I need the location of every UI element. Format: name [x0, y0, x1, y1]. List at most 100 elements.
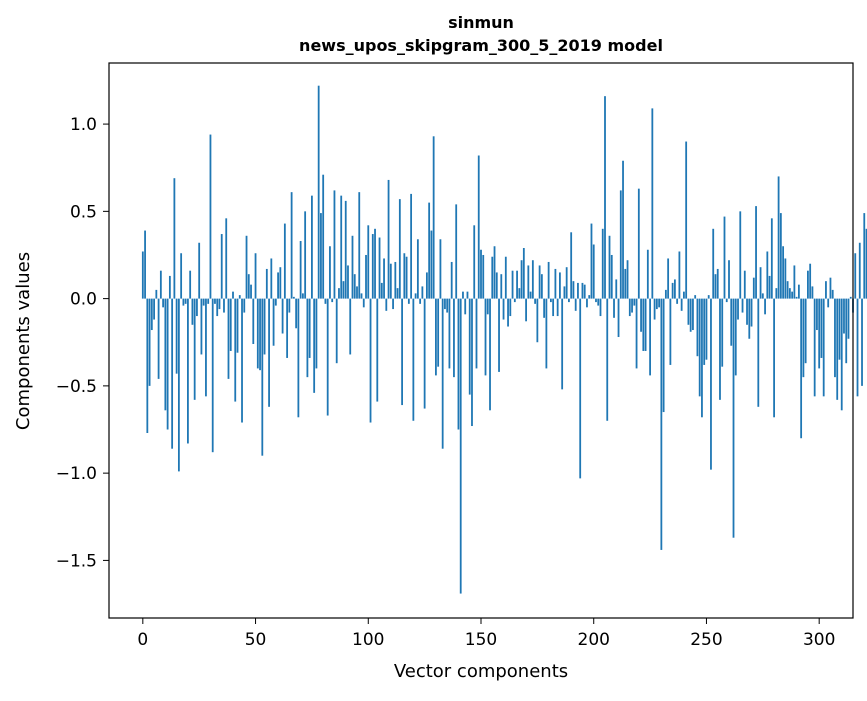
- bar: [297, 298, 300, 418]
- bar: [480, 249, 482, 299]
- bar: [184, 298, 187, 304]
- bar: [495, 272, 498, 299]
- bar: [150, 298, 153, 331]
- bar: [498, 298, 500, 372]
- bar: [193, 298, 196, 400]
- bar: [218, 298, 221, 310]
- bar: [694, 295, 697, 299]
- bar: [660, 298, 663, 550]
- x-tick-label: 250: [690, 630, 722, 650]
- bar: [710, 298, 712, 470]
- bar: [599, 298, 602, 317]
- bar: [220, 234, 223, 299]
- plot-area-frame: [108, 62, 854, 619]
- y-axis-ticks: −1.5 −1.0 −0.5 0.0 0.5 1.0: [56, 115, 109, 571]
- bar: [229, 298, 232, 351]
- bar: [148, 298, 151, 386]
- bar: [637, 188, 640, 299]
- bar: [522, 248, 525, 299]
- bar: [617, 298, 620, 338]
- bar: [423, 298, 426, 409]
- bar: [471, 298, 473, 427]
- bar: [811, 286, 814, 299]
- bar: [516, 270, 518, 299]
- bar: [820, 298, 823, 358]
- bar: [144, 230, 146, 299]
- bar: [644, 298, 647, 351]
- bar: [748, 298, 751, 339]
- bar: [696, 298, 699, 357]
- bar: [791, 291, 794, 299]
- bar: [613, 298, 615, 318]
- bar: [565, 267, 568, 299]
- bar: [166, 298, 169, 430]
- bar: [358, 192, 361, 299]
- bar: [719, 298, 721, 400]
- bar: [450, 261, 453, 299]
- bar: [389, 263, 392, 299]
- bar: [295, 298, 298, 329]
- bar: [500, 274, 503, 299]
- bar: [252, 298, 255, 344]
- bar: [556, 298, 559, 317]
- bar: [329, 246, 331, 299]
- bar: [245, 235, 248, 299]
- bar: [283, 223, 286, 299]
- bar: [723, 216, 726, 299]
- bar: [818, 298, 821, 369]
- bar: [595, 298, 597, 303]
- bar: [141, 251, 144, 299]
- bar: [827, 298, 830, 308]
- bar: [705, 298, 708, 360]
- bar: [698, 298, 701, 397]
- bar: [385, 298, 388, 311]
- bar: [608, 235, 611, 299]
- bar: [209, 134, 212, 299]
- bar: [216, 298, 219, 317]
- bar: [509, 298, 512, 317]
- bar: [360, 293, 363, 299]
- bar: [308, 298, 311, 358]
- bar: [622, 160, 624, 299]
- bar: [439, 239, 442, 299]
- bar: [687, 298, 690, 325]
- bar: [380, 282, 383, 299]
- bar: [588, 295, 591, 299]
- bar: [775, 288, 778, 299]
- bar: [761, 293, 764, 299]
- bar: [804, 298, 807, 364]
- x-tick-label: 0: [137, 630, 148, 650]
- bar: [543, 298, 546, 318]
- bar: [561, 298, 564, 390]
- bar: [410, 193, 413, 299]
- bar: [545, 298, 548, 369]
- bar: [504, 256, 507, 299]
- bar: [635, 298, 638, 369]
- bar: [786, 281, 789, 299]
- bar: [829, 277, 832, 299]
- y-tick-label: 0.5: [70, 202, 97, 222]
- bar: [764, 298, 766, 315]
- bars-layer: [141, 85, 867, 594]
- bar: [840, 298, 843, 411]
- bar: [466, 291, 469, 299]
- bar: [250, 284, 252, 299]
- bar: [707, 295, 710, 299]
- bar: [847, 298, 850, 339]
- bar: [453, 298, 455, 378]
- bar: [371, 234, 374, 299]
- bar: [793, 265, 796, 299]
- bar: [356, 286, 358, 299]
- bar: [191, 298, 194, 325]
- bar: [549, 298, 552, 303]
- bar: [322, 174, 325, 299]
- bar: [531, 260, 534, 299]
- x-axis-label: Vector components: [394, 661, 568, 682]
- bar: [421, 286, 424, 299]
- bar: [444, 298, 446, 310]
- bar: [205, 298, 207, 397]
- y-tick-label: −1.5: [56, 551, 97, 571]
- bar: [376, 298, 379, 402]
- bar: [347, 265, 349, 299]
- bar: [446, 298, 449, 313]
